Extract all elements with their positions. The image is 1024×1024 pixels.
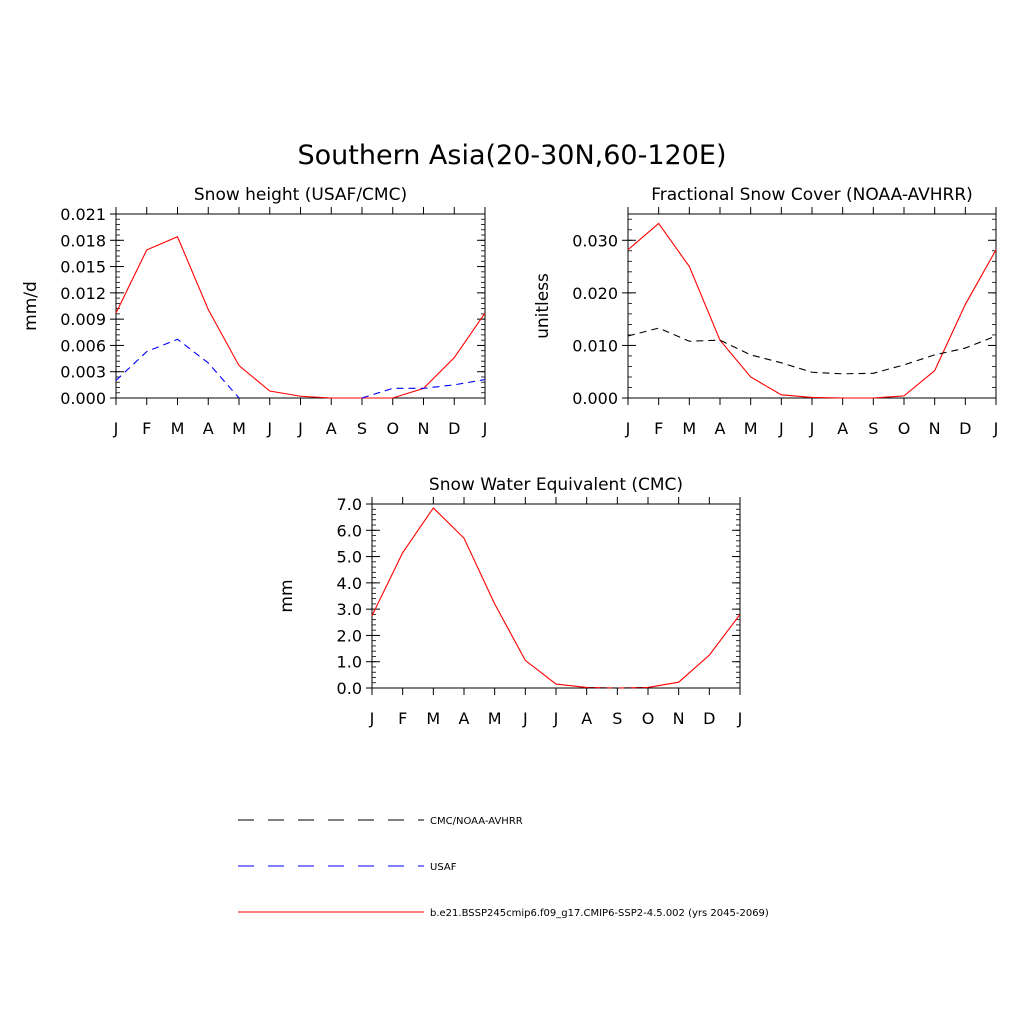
x-tick-label: A — [459, 709, 470, 728]
series-line-1 — [371, 507, 741, 689]
legend-label: b.e21.BSSP245cmip6.f09_g17.CMIP6-SSP2-4.… — [430, 908, 769, 919]
y-axis-label: unitless — [533, 273, 553, 339]
figure-title: Southern Asia(20-30N,60-120E) — [298, 140, 727, 171]
chart-panels: Snow height (USAF/CMC)J F M A M J J A S O N D J0.000… — [21, 185, 998, 728]
legend-item: CMC/NOAA-AVHRR — [238, 816, 523, 827]
chart-panel-1: Snow height (USAF/CMC)J F M A M J J A S O N D J0.000… — [21, 185, 487, 438]
plot-frame — [371, 503, 741, 689]
x-tick-label: A — [203, 419, 214, 438]
panel-title: Fractional Snow Cover (NOAA-AVHRR) — [651, 185, 973, 205]
panel-title: Snow Water Equivalent (CMC) — [429, 475, 683, 495]
y-tick-label: 0.030 — [572, 231, 618, 250]
y-axis-label: mm/d — [21, 281, 41, 331]
series-line-2 — [115, 338, 486, 399]
x-tick-label: J — [113, 419, 119, 438]
x-tick-label: J — [482, 419, 488, 438]
x-tick-label: J — [993, 419, 999, 438]
y-tick-label: 2.0 — [337, 626, 362, 645]
y-tick-label: 0.0 — [337, 679, 362, 698]
x-tick-label: J — [522, 709, 528, 728]
x-tick-label: D — [448, 419, 460, 438]
x-tick-label: O — [386, 419, 399, 438]
x-tick-label: S — [612, 709, 622, 728]
y-tick-label: 1.0 — [337, 653, 362, 672]
plot-frame — [115, 213, 486, 399]
y-tick-label: 0.009 — [60, 310, 106, 329]
x-tick-label: J — [553, 709, 559, 728]
x-tick-label: N — [929, 419, 941, 438]
x-tick-label: F — [398, 709, 407, 728]
x-tick-label: A — [715, 419, 726, 438]
legend-label: USAF — [430, 862, 457, 873]
x-tick-label: A — [581, 709, 592, 728]
y-tick-label: 0.010 — [572, 336, 618, 355]
x-tick-label: D — [959, 419, 971, 438]
y-tick-label: 3.0 — [337, 600, 362, 619]
x-tick-label: M — [682, 419, 696, 438]
x-tick-label: J — [809, 419, 815, 438]
y-tick-label: 0.000 — [572, 389, 618, 408]
x-tick-label: M — [171, 419, 185, 438]
y-tick-label: 0.020 — [572, 284, 618, 303]
panel-title: Snow height (USAF/CMC) — [194, 185, 407, 205]
y-tick-label: 4.0 — [337, 574, 362, 593]
x-tick-label: J — [625, 419, 631, 438]
y-tick-label: 0.021 — [60, 205, 106, 224]
series-line-1 — [115, 236, 486, 399]
series-line-2 — [627, 327, 997, 375]
x-tick-label: M — [744, 419, 758, 438]
x-tick-label: J — [266, 419, 272, 438]
x-tick-label: F — [654, 419, 663, 438]
chart-panel-3: Snow Water Equivalent (CMC)J F M A M J J A S O N D J… — [277, 475, 742, 728]
x-tick-label: N — [418, 419, 430, 438]
x-tick-label: A — [326, 419, 337, 438]
x-tick-label: O — [898, 419, 911, 438]
series-line-1 — [627, 222, 997, 399]
x-tick-label: S — [357, 419, 367, 438]
x-tick-label: S — [868, 419, 878, 438]
legend-item: USAF — [238, 862, 457, 873]
y-tick-label: 5.0 — [337, 548, 362, 567]
y-tick-label: 0.015 — [60, 258, 106, 277]
x-tick-label: J — [297, 419, 303, 438]
chart-panel-2: Fractional Snow Cover (NOAA-AVHRR)J F M A M J… — [533, 185, 998, 438]
y-axis-label: mm — [277, 579, 297, 612]
x-tick-label: A — [837, 419, 848, 438]
y-tick-label: 6.0 — [337, 521, 362, 540]
x-tick-label: J — [778, 419, 784, 438]
x-tick-label: O — [642, 709, 655, 728]
y-tick-label: 0.003 — [60, 363, 106, 382]
y-tick-label: 0.000 — [60, 389, 106, 408]
y-tick-label: 0.018 — [60, 231, 106, 250]
x-tick-label: F — [142, 419, 151, 438]
x-tick-label: M — [232, 419, 246, 438]
x-tick-label: N — [673, 709, 685, 728]
legend: CMC/NOAA-AVHRR USAF b.e21.BSSP245cmip6.f09… — [238, 816, 769, 919]
y-tick-label: 0.012 — [60, 284, 106, 303]
y-tick-label: 0.006 — [60, 336, 106, 355]
x-tick-label: D — [703, 709, 715, 728]
y-tick-label: 7.0 — [337, 495, 362, 514]
x-tick-label: J — [737, 709, 743, 728]
x-tick-label: M — [426, 709, 440, 728]
legend-item: b.e21.BSSP245cmip6.f09_g17.CMIP6-SSP2-4.… — [238, 908, 769, 919]
legend-label: CMC/NOAA-AVHRR — [430, 816, 523, 827]
plot-frame — [627, 213, 997, 399]
x-tick-label: M — [488, 709, 502, 728]
x-tick-label: J — [369, 709, 375, 728]
